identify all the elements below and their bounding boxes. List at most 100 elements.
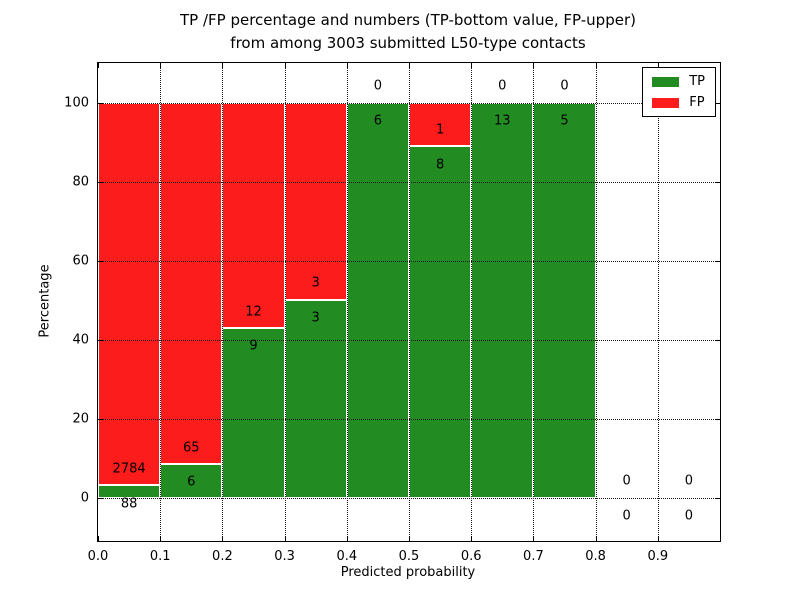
tp-count-label-0.8-0.9: 0	[622, 508, 631, 524]
y-tick-right-20	[715, 418, 720, 420]
bar-tp-0.3-0.4	[284, 300, 347, 498]
gridline-x-0.4	[346, 63, 348, 541]
y-tick-left-100	[98, 102, 103, 104]
x-tick-top-0	[98, 63, 99, 68]
x-tick-label-0.4: 0.4	[336, 549, 358, 564]
legend-label-FP: FP	[689, 95, 705, 110]
x-axis-label: Predicted probability	[340, 565, 476, 580]
gridline-y-20	[98, 418, 720, 420]
x-tick-label-0.8: 0.8	[585, 549, 606, 564]
bar-tp-0.4-0.5	[346, 102, 409, 498]
fp-count-label-0.8-0.9: 0	[622, 473, 631, 489]
tp-count-label-0.3-0.4: 3	[311, 310, 320, 326]
y-tick-left-80	[98, 181, 103, 183]
tp-count-label-0.0-0.1: 88	[120, 496, 138, 512]
y-tick-left-0	[98, 497, 103, 499]
x-tick-bottom-0.2	[222, 536, 224, 541]
x-tick-bottom-0.7	[533, 536, 535, 541]
tp-count-label-0.1-0.2: 6	[187, 474, 196, 490]
gridline-y-40	[98, 339, 720, 341]
fp-count-label-0.2-0.3: 12	[245, 304, 262, 320]
y-axis-label: Percentage	[37, 264, 53, 338]
gridline-x-0.1	[160, 63, 162, 541]
bar-fp-0.1-0.2	[160, 102, 223, 465]
x-tick-label-0.0: 0.0	[87, 549, 109, 564]
x-tick-bottom-0.3	[284, 536, 286, 541]
gridline-x-0.9	[657, 63, 659, 541]
x-tick-label-0.5: 0.5	[398, 549, 420, 564]
x-tick-bottom-1	[720, 536, 721, 541]
x-tick-top-0.5	[409, 63, 410, 68]
bar-fp-0.2-0.3	[222, 102, 285, 329]
bar-tp-0.1-0.2	[160, 464, 223, 498]
y-tick-label-60: 60	[72, 253, 89, 269]
y-tick-label-20: 20	[72, 411, 89, 427]
x-tick-bottom-0.4	[346, 536, 348, 541]
gridline-x-0.8	[595, 63, 597, 541]
x-tick-label-0.9: 0.9	[647, 549, 669, 564]
fp-count-label-0.9-1.0: 0	[684, 473, 694, 489]
legend-swatch-TP	[652, 76, 680, 87]
chart-title-line1: TP /FP percentage and numbers (TP-bottom…	[180, 11, 636, 29]
y-tick-label-40: 40	[72, 332, 89, 348]
fp-count-label-0.5-0.6: 1	[435, 122, 445, 138]
x-tick-top-0.8	[595, 63, 597, 68]
bar-fp-0.0-0.1	[98, 102, 161, 486]
y-tick-right-60	[715, 260, 720, 262]
y-tick-right-100	[715, 102, 720, 104]
x-tick-top-0.3	[284, 63, 286, 68]
fp-count-label-0.3-0.4: 3	[311, 275, 320, 291]
bar-tp-0.5-0.6	[409, 146, 472, 498]
gridline-y-80	[98, 181, 720, 183]
gridline-y-0	[98, 497, 720, 499]
tp-count-label-0.7-0.8: 5	[560, 113, 569, 129]
tp-count-label-0.6-0.7: 13	[494, 113, 511, 129]
x-tick-label-0.7: 0.7	[523, 549, 544, 564]
x-tick-label-0.3: 0.3	[274, 549, 295, 564]
x-tick-bottom-0.1	[160, 536, 162, 541]
gridline-y-100	[98, 102, 720, 104]
x-tick-top-1	[720, 63, 721, 68]
bar-tp-0.0-0.1	[98, 485, 161, 498]
gridline-x-0.2	[222, 63, 224, 541]
tp-count-label-0.5-0.6: 8	[435, 157, 445, 173]
fp-count-label-0.0-0.1: 2784	[112, 461, 146, 477]
x-tick-top-0.7	[533, 63, 535, 68]
tp-count-label-0.4-0.5: 6	[373, 113, 383, 129]
x-tick-label-0.2: 0.2	[212, 549, 233, 564]
gridline-x-0.7	[533, 63, 535, 541]
gridline-y-60	[98, 260, 720, 262]
y-tick-left-20	[98, 418, 103, 420]
bar-tp-0.7-0.8	[533, 102, 596, 498]
bar-tp-0.2-0.3	[222, 328, 285, 498]
legend-entry-FP: FP	[652, 95, 705, 110]
y-tick-right-40	[715, 339, 720, 341]
tp-count-label-0.9-1.0: 0	[684, 508, 694, 524]
legend-label-TP: TP	[689, 74, 705, 89]
x-tick-top-0.2	[222, 63, 224, 68]
y-tick-label-0: 0	[80, 490, 89, 506]
x-tick-top-0.1	[160, 63, 162, 68]
plot-area: TP FP 2784 88 65 6 12 9 3 3 0 6 1 8 0 13 0 5 0 0 0 0 0.0 0.1 0.…	[64, 62, 721, 564]
x-tick-label-0.1: 0.1	[149, 549, 171, 564]
gridline-x-0.5	[409, 63, 410, 541]
x-tick-bottom-0.6	[471, 536, 473, 541]
y-tick-left-40	[98, 339, 103, 341]
x-tick-top-0.9	[657, 63, 659, 68]
x-tick-label-0.6: 0.6	[460, 549, 482, 564]
y-tick-left-60	[98, 260, 103, 262]
x-tick-top-0.4	[346, 63, 348, 68]
x-tick-bottom-0	[98, 536, 99, 541]
x-tick-bottom-0.8	[595, 536, 597, 541]
x-tick-top-0.6	[471, 63, 473, 68]
chart-title-line2: from among 3003 submitted L50-type conta…	[230, 34, 586, 52]
y-tick-label-80: 80	[72, 174, 89, 189]
gridline-x-0.6	[471, 63, 473, 541]
gridline-x-0.3	[284, 63, 286, 541]
tp-count-label-0.2-0.3: 9	[249, 338, 258, 354]
y-tick-right-0	[715, 497, 720, 499]
y-tick-label-100: 100	[64, 95, 89, 110]
fp-count-label-0.4-0.5: 0	[373, 78, 383, 94]
y-tick-right-80	[715, 181, 720, 183]
